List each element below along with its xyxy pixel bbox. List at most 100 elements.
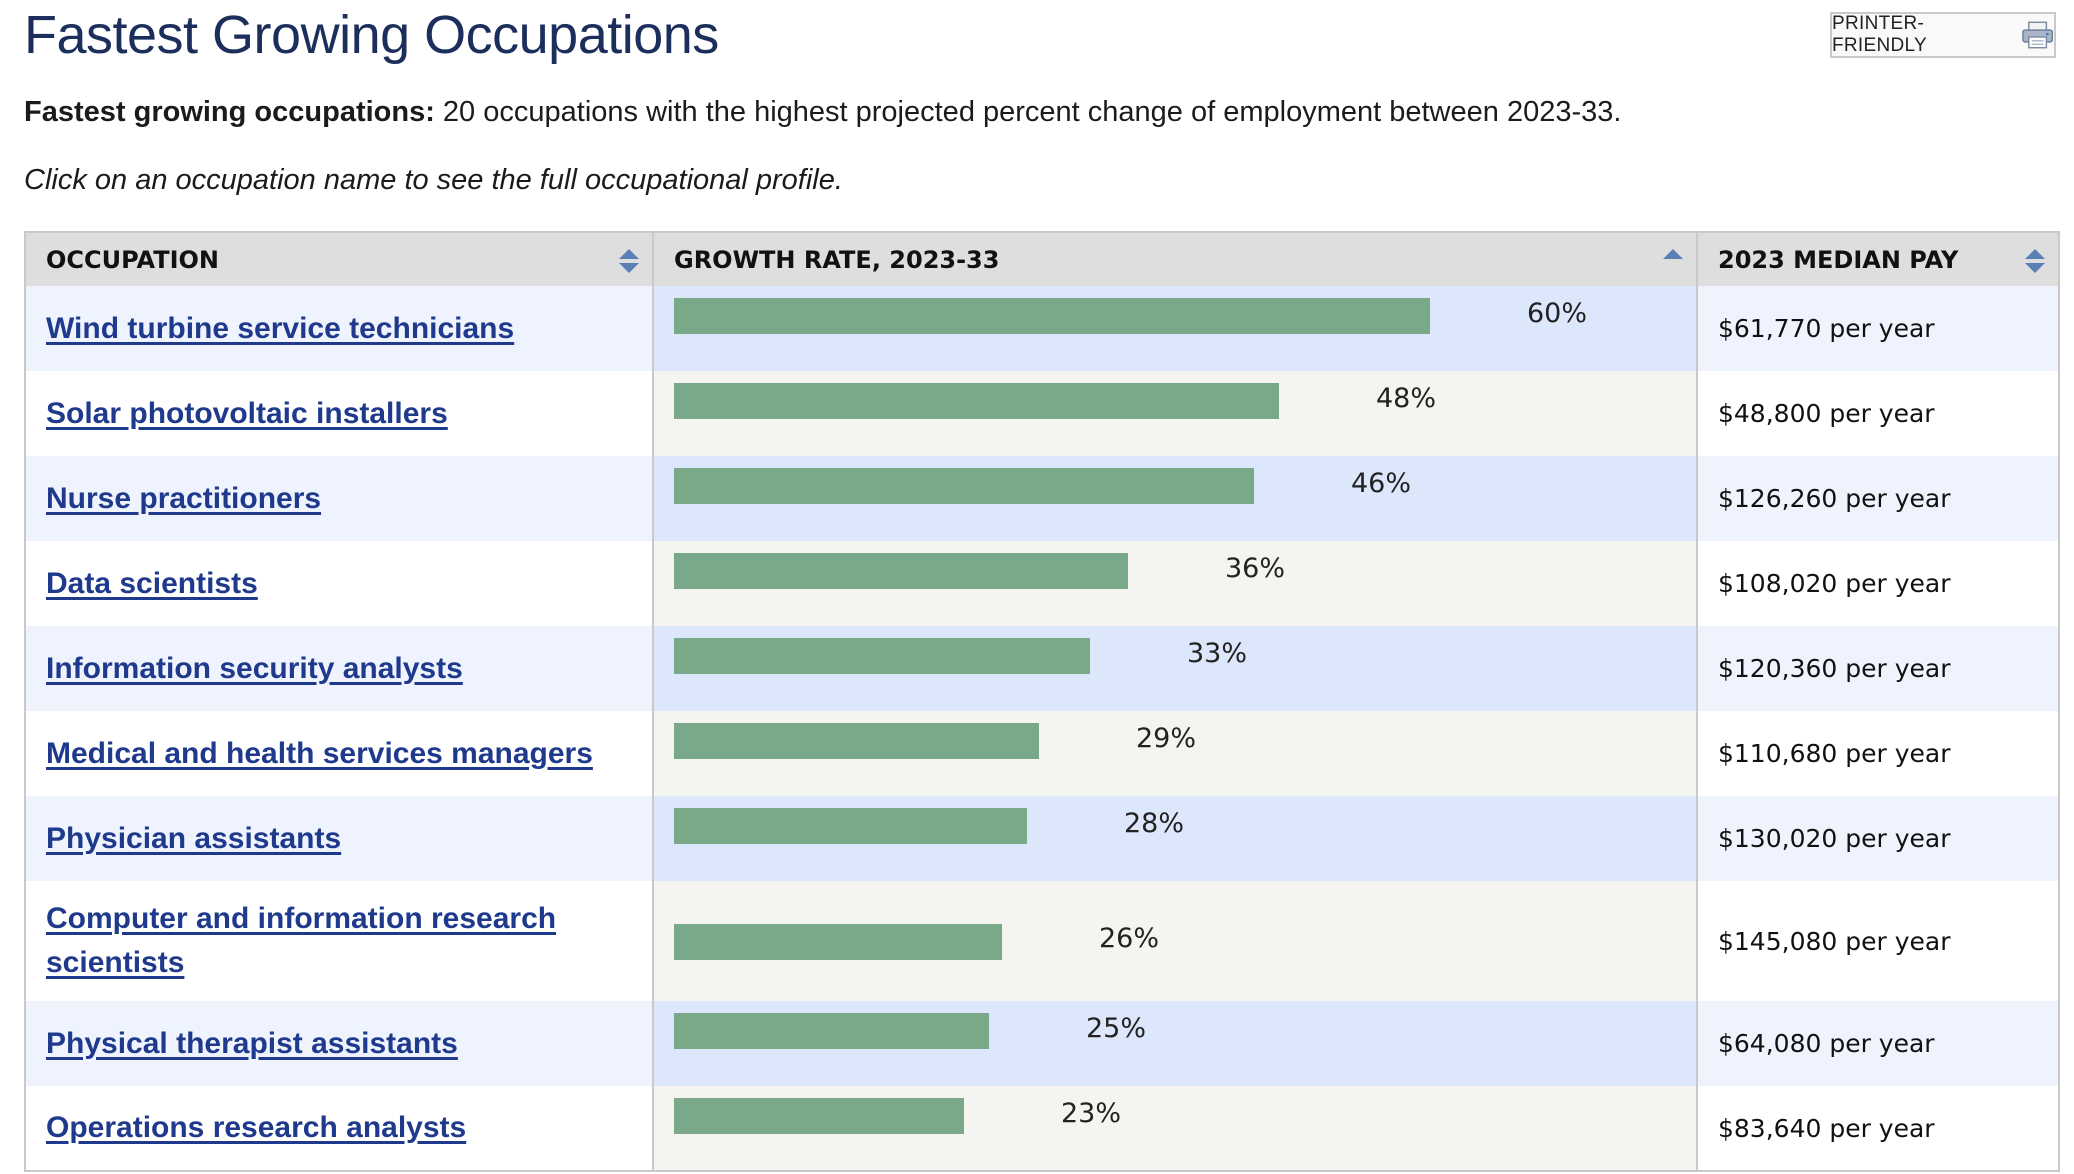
occupation-link[interactable]: Operations research analysts xyxy=(46,1111,467,1144)
header-growth-rate[interactable]: GROWTH RATE, 2023-33 xyxy=(653,232,1698,286)
table-row: Physician assistants 28% $130,020 per year xyxy=(25,796,2059,881)
table-row: Computer and information research scient… xyxy=(25,881,2059,1001)
growth-percent-label: 36% xyxy=(1225,553,1286,584)
occupation-link[interactable]: Wind turbine service technicians xyxy=(46,311,515,345)
header-occupation-label: OCCUPATION xyxy=(46,245,220,274)
median-pay-cell: $110,680 per year xyxy=(1697,711,2059,796)
occupation-cell: Computer and information research scient… xyxy=(25,881,653,1001)
median-pay-cell: $130,020 per year xyxy=(1697,796,2059,881)
table-header-row: OCCUPATION GROWTH RATE, 2023-33 2023 MED… xyxy=(25,232,2059,286)
growth-percent-label: 25% xyxy=(1086,1013,1147,1044)
growth-bar xyxy=(674,1013,989,1049)
growth-rate-cell: 33% xyxy=(652,626,1698,711)
occupation-cell: Medical and health services managers xyxy=(25,711,653,796)
occupation-link[interactable]: Computer and information research scient… xyxy=(46,902,557,979)
occupation-link[interactable]: Medical and health services managers xyxy=(46,736,593,770)
table-row: Wind turbine service technicians 60% $61,7… xyxy=(25,286,2059,371)
printer-icon xyxy=(2022,21,2053,49)
table-row: Data scientists 36% $108,020 per year xyxy=(25,541,2059,626)
occupation-cell: Physician assistants xyxy=(25,796,653,881)
median-pay-value: $48,800 per year xyxy=(1718,399,1935,428)
median-pay-cell: $64,080 per year xyxy=(1697,1001,2059,1086)
occupation-link[interactable]: Nurse practitioners xyxy=(46,481,322,515)
growth-bar xyxy=(674,638,1090,674)
growth-percent-label: 33% xyxy=(1187,638,1248,669)
growth-rate-cell: 28% xyxy=(652,796,1698,881)
median-pay-value: $61,770 per year xyxy=(1718,314,1935,343)
growth-bar xyxy=(674,723,1039,759)
growth-percent-label: 26% xyxy=(1099,923,1160,954)
occupation-link[interactable]: Physical therapist assistants xyxy=(46,1026,458,1060)
median-pay-value: $130,020 per year xyxy=(1718,824,1951,853)
growth-rate-cell: 60% xyxy=(652,286,1698,371)
median-pay-cell: $126,260 per year xyxy=(1697,456,2059,541)
growth-rate-cell: 29% xyxy=(652,711,1698,796)
growth-percent-label: 60% xyxy=(1527,298,1588,329)
occupation-cell: Operations research analysts xyxy=(25,1086,653,1171)
table-row: Physical therapist assistants 25% $64,080 … xyxy=(25,1001,2059,1086)
median-pay-cell: $108,020 per year xyxy=(1697,541,2059,626)
intro-body: 20 occupations with the highest projecte… xyxy=(434,96,1622,128)
printer-friendly-button[interactable]: PRINTER-FRIENDLY xyxy=(1830,12,2056,58)
sort-arrows-icon[interactable] xyxy=(2024,247,2046,275)
growth-rate-cell: 48% xyxy=(652,371,1698,456)
growth-percent-label: 29% xyxy=(1136,723,1197,754)
growth-rate-cell: 36% xyxy=(652,541,1698,626)
growth-rate-cell: 25% xyxy=(652,1001,1698,1086)
occupation-link[interactable]: Physician assistants xyxy=(46,821,342,855)
median-pay-cell: $61,770 per year xyxy=(1697,286,2059,371)
occupation-cell: Solar photovoltaic installers xyxy=(25,371,653,456)
intro-bold: Fastest growing occupations: xyxy=(24,96,435,128)
occupation-cell: Physical therapist assistants xyxy=(25,1001,653,1086)
growth-rate-cell: 46% xyxy=(652,456,1698,541)
median-pay-cell: $83,640 per year xyxy=(1697,1086,2059,1171)
occupation-link[interactable]: Solar photovoltaic installers xyxy=(46,396,448,430)
median-pay-value: $64,080 per year xyxy=(1718,1029,1935,1058)
growth-bar xyxy=(674,924,1002,960)
growth-rate-cell: 23% xyxy=(652,1086,1698,1171)
occupation-cell: Information security analysts xyxy=(25,626,653,711)
median-pay-value: $108,020 per year xyxy=(1718,569,1951,598)
table-row: Nurse practitioners 46% $126,260 per year xyxy=(25,456,2059,541)
occupation-link[interactable]: Data scientists xyxy=(46,566,258,600)
growth-bar xyxy=(674,553,1128,589)
occupations-table: OCCUPATION GROWTH RATE, 2023-33 2023 MED… xyxy=(24,231,2060,1172)
growth-rate-cell: 26% xyxy=(652,881,1698,1001)
sort-arrows-icon[interactable] xyxy=(618,247,640,275)
median-pay-cell: $48,800 per year xyxy=(1697,371,2059,456)
median-pay-value: $145,080 per year xyxy=(1718,926,1951,956)
printer-friendly-label: PRINTER-FRIENDLY xyxy=(1832,13,1927,56)
intro-text: Fastest growing occupations: 20 occupati… xyxy=(24,92,2044,132)
occupation-cell: Wind turbine service technicians xyxy=(25,286,653,371)
page-title: Fastest Growing Occupations xyxy=(24,5,719,65)
sort-ascending-icon[interactable] xyxy=(1662,247,1684,275)
table-body: Wind turbine service technicians 60% $61,7… xyxy=(25,286,2059,1171)
growth-bar xyxy=(674,298,1430,334)
median-pay-cell: $145,080 per year xyxy=(1697,881,2059,1001)
median-pay-value: $110,680 per year xyxy=(1718,739,1951,768)
header-occupation[interactable]: OCCUPATION xyxy=(25,232,654,286)
occupation-link[interactable]: Information security analysts xyxy=(46,651,463,685)
growth-bar xyxy=(674,383,1279,419)
table-row: Solar photovoltaic installers 48% $48,800 … xyxy=(25,371,2059,456)
growth-percent-label: 46% xyxy=(1351,468,1412,499)
growth-bar xyxy=(674,1098,964,1134)
table-row: Operations research analysts 23% $83,640 p… xyxy=(25,1086,2059,1171)
header-growth-label: GROWTH RATE, 2023-33 xyxy=(674,245,1000,274)
growth-percent-label: 23% xyxy=(1061,1098,1122,1129)
table-row: Information security analysts 33% $120,360… xyxy=(25,626,2059,711)
median-pay-value: $83,640 per year xyxy=(1718,1113,1935,1143)
growth-percent-label: 48% xyxy=(1376,383,1437,414)
table-row: Medical and health services managers 29% $… xyxy=(25,711,2059,796)
median-pay-value: $120,360 per year xyxy=(1718,654,1951,683)
growth-bar xyxy=(674,808,1027,844)
hint-text: Click on an occupation name to see the f… xyxy=(24,164,843,196)
header-pay-label: 2023 MEDIAN PAY xyxy=(1718,245,1959,274)
median-pay-cell: $120,360 per year xyxy=(1697,626,2059,711)
occupation-cell: Nurse practitioners xyxy=(25,456,653,541)
growth-percent-label: 28% xyxy=(1124,808,1185,839)
median-pay-value: $126,260 per year xyxy=(1718,484,1951,513)
header-median-pay[interactable]: 2023 MEDIAN PAY xyxy=(1697,232,2059,286)
growth-bar xyxy=(674,468,1254,504)
